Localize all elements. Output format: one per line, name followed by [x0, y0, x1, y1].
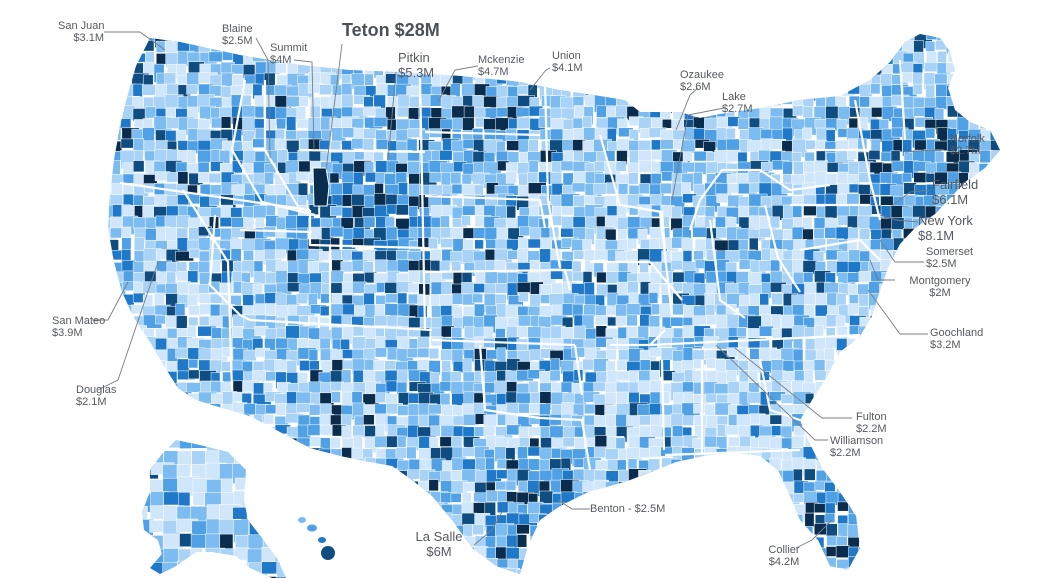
county-value: $2.2M [830, 447, 861, 460]
county-label-fulton: Fulton $2.2M [856, 411, 887, 436]
county-label-benton: Benton - $2.5M [590, 503, 665, 515]
county-name: Collier [768, 544, 800, 556]
county-name: Ozaukee [680, 69, 725, 81]
county-name: Benton [590, 503, 625, 515]
alaska [142, 440, 286, 578]
county-name: Pitkin [398, 50, 430, 65]
county-name: Norfolk [950, 133, 985, 145]
county-label-montgomery: Montgomery $2M [895, 275, 985, 300]
county-name: New York [918, 213, 973, 228]
county-label-summit: Summit $4M [270, 42, 307, 67]
county-label-douglas: Douglas $2.1M [76, 384, 116, 409]
county-value: $3.1M [73, 32, 104, 45]
county-name: Goochland [930, 327, 984, 339]
county-name: La Salle [415, 529, 463, 544]
county-label-pitkin: Pitkin $5.3M [398, 50, 435, 80]
leader-lines [92, 31, 944, 549]
featured-county-label: Teton $28M [342, 20, 440, 40]
county-value: $6.1M [932, 191, 969, 207]
county-name: Lake [722, 91, 746, 103]
county-label-san-juan: San Juan $3.1M [58, 20, 104, 45]
county-value: $4.2M [768, 556, 800, 569]
county-name: Fairfield [932, 177, 979, 192]
featured-county-name: Teton [342, 20, 390, 40]
county-name: Mckenzie [478, 54, 525, 66]
county-label-goochland: Goochland $3.2M [930, 327, 983, 352]
county-name: Union [552, 50, 581, 62]
county-label-somerset: Somerset $2.5M [926, 246, 973, 271]
county-name: Montgomery [909, 275, 971, 287]
county-value: $2.5M [222, 35, 253, 48]
county-value: $2.7M [722, 103, 753, 116]
county-value: $2M [929, 287, 951, 300]
county-value: $2.7M [950, 145, 981, 158]
county-value: $5.3M [398, 64, 435, 80]
hawaii [298, 517, 335, 560]
county-label-fairfield: Fairfield $6.1M [932, 177, 979, 207]
teton-county[interactable] [312, 167, 330, 207]
county-name: Blaine [222, 23, 253, 35]
county-value: $2.2M [856, 423, 887, 436]
county-label-collier: Collier $4.2M [762, 544, 806, 569]
county-name: Fulton [856, 411, 887, 423]
county-value: $2.5M [926, 258, 957, 271]
county-value: $4M [270, 54, 292, 67]
county-label-norfolk: Norfolk $2.7M [950, 133, 985, 158]
county-label-new-york: New York $8.1M [918, 213, 973, 243]
county-label-blaine: Blaine $2.5M [222, 23, 253, 48]
featured-county-value: $28M [394, 20, 440, 40]
label-separator: - [624, 503, 635, 515]
county-name: Somerset [926, 246, 974, 258]
county-name: San Juan [58, 20, 105, 32]
county-value: $8.1M [918, 227, 955, 243]
county-label-lake: Lake $2.7M [722, 91, 753, 116]
county-name: Douglas [76, 384, 117, 396]
county-value: $4.7M [478, 66, 509, 79]
county-label-union: Union $4.1M [552, 50, 583, 75]
county-value: $6M [426, 543, 452, 559]
county-label-mckenzie: Mckenzie $4.7M [478, 54, 524, 79]
county-name: Summit [270, 42, 308, 54]
county-label-williamson: Williamson $2.2M [830, 435, 883, 460]
county-label-san-mateo: San Mateo $3.9M [52, 315, 105, 340]
county-name: San Mateo [52, 315, 106, 327]
county-value: $2.1M [76, 396, 107, 409]
county-value: $3.9M [52, 327, 83, 340]
county-label-la-salle: La Salle $6M [404, 529, 474, 559]
county-value: $3.2M [930, 339, 961, 352]
county-name: Williamson [830, 435, 884, 447]
county-value: $2.6M [680, 81, 711, 94]
county-value: $4.1M [552, 62, 583, 75]
county-label-ozaukee: Ozaukee $2.6M [680, 69, 724, 94]
county-value: $2.5M [634, 503, 666, 515]
